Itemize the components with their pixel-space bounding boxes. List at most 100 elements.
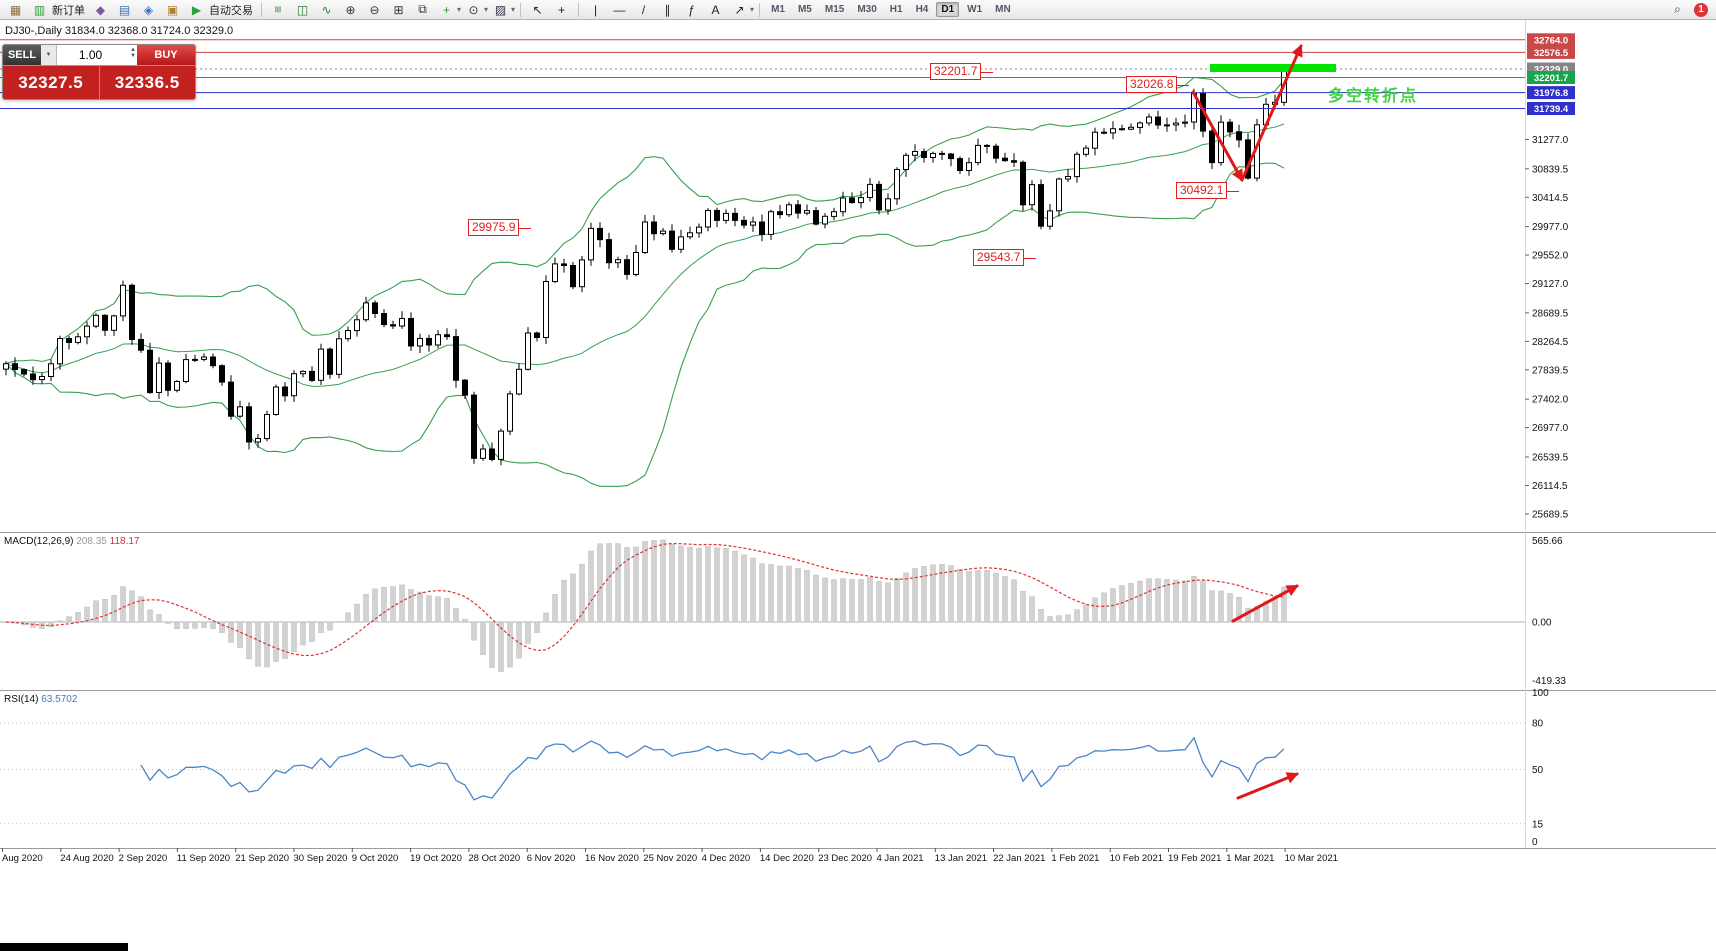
toolbar: ▦ ▥ 新订单 ◆ ▤ ◈ ▣ ▶ 自动交易 ≡ ◫ ∿ ⊕ ⊖ ⊞ ⧉ + ▾ ⊙ ▾ ▨ ▾ ↖ + | — / ∥ ƒ A ↗ ▾ M1 M… xyxy=(0,0,1716,20)
volume-input[interactable] xyxy=(57,45,137,65)
bottom-left-black-bar xyxy=(0,943,128,951)
price-callout[interactable]: 29543.7 xyxy=(973,249,1037,266)
indicators-icon[interactable]: + xyxy=(442,2,450,17)
timeframe-w1-button[interactable]: W1 xyxy=(967,4,983,15)
sell-price[interactable]: 32327.5 xyxy=(18,72,84,92)
svg-text:32329.0: 32329.0 xyxy=(1534,64,1568,75)
rsi-value: 63.5702 xyxy=(41,694,78,705)
volume-down-icon[interactable]: ▼ xyxy=(130,53,136,59)
sell-button[interactable]: SELL xyxy=(3,45,41,65)
cascade-windows-icon[interactable]: ⧉ xyxy=(418,2,427,16)
svg-text:15: 15 xyxy=(1532,819,1544,830)
volume-stepper: ▲ ▼ xyxy=(130,47,136,59)
svg-text:30 Sep 2020: 30 Sep 2020 xyxy=(294,853,348,864)
svg-text:25689.5: 25689.5 xyxy=(1532,509,1569,520)
toolbar-separator xyxy=(261,2,262,17)
trendline-icon[interactable]: / xyxy=(641,2,646,17)
svg-text:13 Jan 2021: 13 Jan 2021 xyxy=(935,853,987,864)
timeframe-m5-button[interactable]: M5 xyxy=(797,4,812,15)
rsi-line[interactable] xyxy=(140,736,1285,801)
new-order-button-label[interactable]: 新订单 xyxy=(52,4,85,17)
bollinger-upper-band[interactable] xyxy=(5,76,1285,365)
svg-text:565.66: 565.66 xyxy=(1532,536,1563,547)
ohlc-values: 31834.0 32368.0 31724.0 32329.0 xyxy=(64,25,234,37)
price-callout[interactable]: 32201.7 xyxy=(930,63,994,80)
periods-icon[interactable]: ⊙ xyxy=(468,2,479,17)
price-line-label-box xyxy=(1527,71,1575,84)
fibonacci-icon[interactable]: ƒ xyxy=(688,2,695,17)
arrows-icon[interactable]: ↗ xyxy=(734,2,745,17)
svg-text:24 Aug 2020: 24 Aug 2020 xyxy=(60,853,113,864)
svg-text:10 Feb 2021: 10 Feb 2021 xyxy=(1110,853,1163,864)
svg-text:6 Nov 2020: 6 Nov 2020 xyxy=(527,853,576,864)
macd-signal-line[interactable] xyxy=(5,542,1285,657)
svg-text:50: 50 xyxy=(1532,765,1544,776)
price-callout[interactable]: 32026.8 xyxy=(1126,76,1190,93)
trend-arrow[interactable] xyxy=(1240,44,1303,182)
periods-icon-dropdown-chevron[interactable]: ▾ xyxy=(484,5,489,14)
templates-icon[interactable]: ▨ xyxy=(494,2,507,17)
svg-text:0: 0 xyxy=(1532,837,1538,848)
timeframe-h1-button[interactable]: H1 xyxy=(889,4,903,15)
svg-text:1 Feb 2021: 1 Feb 2021 xyxy=(1051,853,1099,864)
trend-arrow[interactable] xyxy=(1191,90,1244,182)
zoom-out-icon[interactable]: ⊖ xyxy=(369,2,380,17)
price-callout[interactable]: 29975.9 xyxy=(468,219,532,236)
svg-text:27402.0: 27402.0 xyxy=(1532,395,1569,406)
bollinger-middle-band[interactable] xyxy=(5,123,1285,387)
expert-advisors-icon[interactable]: ◆ xyxy=(95,2,106,17)
autotrading-button[interactable]: ▶ xyxy=(191,2,202,17)
turning-point-note[interactable]: 多空转折点 xyxy=(1328,88,1419,105)
market-watch-icon[interactable]: ▤ xyxy=(118,2,131,17)
svg-text:26539.5: 26539.5 xyxy=(1532,452,1569,463)
svg-text:19 Feb 2021: 19 Feb 2021 xyxy=(1168,853,1221,864)
timeframe-h4-button[interactable]: H4 xyxy=(915,4,929,15)
arrows-icon-dropdown-chevron[interactable]: ▾ xyxy=(750,5,755,14)
volume-up-icon[interactable]: ▲ xyxy=(130,47,136,53)
vertical-line-icon[interactable]: | xyxy=(593,2,598,17)
buy-price[interactable]: 32336.5 xyxy=(98,66,196,99)
svg-text:29977.0: 29977.0 xyxy=(1532,222,1569,233)
search-icon[interactable]: ⌕ xyxy=(1674,2,1681,16)
svg-text:32201.7: 32201.7 xyxy=(1534,73,1568,84)
trend-arrow[interactable] xyxy=(1236,772,1299,800)
timeframe-mn-button[interactable]: MN xyxy=(995,4,1011,15)
trend-arrow[interactable] xyxy=(1231,584,1299,623)
zoom-in-icon[interactable]: ⊕ xyxy=(345,2,356,17)
channel-icon[interactable]: ∥ xyxy=(664,2,671,17)
indicators-icon-dropdown-chevron[interactable]: ▾ xyxy=(457,5,462,14)
templates-icon-dropdown-chevron[interactable]: ▾ xyxy=(511,5,516,14)
volume-dropdown[interactable]: ▼ xyxy=(41,45,57,65)
highlight-zone-bar[interactable] xyxy=(1210,64,1336,72)
notification-badge[interactable]: 1 xyxy=(1694,2,1708,17)
tile-windows-icon[interactable]: ⊞ xyxy=(393,2,404,17)
timeframe-m30-button[interactable]: M30 xyxy=(857,4,877,15)
cursor-icon[interactable]: ↖ xyxy=(532,2,543,17)
bollinger-lower-band[interactable] xyxy=(5,162,1285,487)
terminal-icon[interactable]: ▣ xyxy=(166,2,179,17)
autotrading-button-label[interactable]: 自动交易 xyxy=(209,4,253,17)
rsi-label: RSI(14) 63.5702 xyxy=(4,694,77,705)
navigator-icon[interactable]: ◈ xyxy=(143,2,154,17)
line-chart-icon[interactable]: ∿ xyxy=(321,2,332,17)
svg-text:31277.0: 31277.0 xyxy=(1532,135,1569,146)
crosshair-icon[interactable]: + xyxy=(558,2,566,17)
candlestick-chart-icon[interactable]: ◫ xyxy=(296,2,309,17)
bar-chart-icon[interactable]: ≡ xyxy=(271,5,286,13)
svg-text:9 Oct 2020: 9 Oct 2020 xyxy=(352,853,398,864)
new-order-button[interactable]: ▥ xyxy=(33,2,46,17)
toolbar-separator xyxy=(578,2,580,17)
macd-main-value: 208.35 xyxy=(76,536,107,547)
new-chart-icon[interactable]: ▦ xyxy=(9,2,22,17)
svg-text:26114.5: 26114.5 xyxy=(1532,481,1568,492)
text-icon[interactable]: A xyxy=(711,2,720,17)
price-line-label-box xyxy=(1527,102,1575,115)
timeframe-d1-button[interactable]: D1 xyxy=(936,2,960,17)
timeframe-m1-button[interactable]: M1 xyxy=(771,4,785,15)
buy-button[interactable]: BUY xyxy=(137,45,195,65)
horizontal-line-icon[interactable]: — xyxy=(613,2,626,17)
svg-text:11 Sep 2020: 11 Sep 2020 xyxy=(177,853,230,864)
timeframe-m15-button[interactable]: M15 xyxy=(824,4,845,15)
price-callout[interactable]: 30492.1 xyxy=(1176,182,1240,199)
